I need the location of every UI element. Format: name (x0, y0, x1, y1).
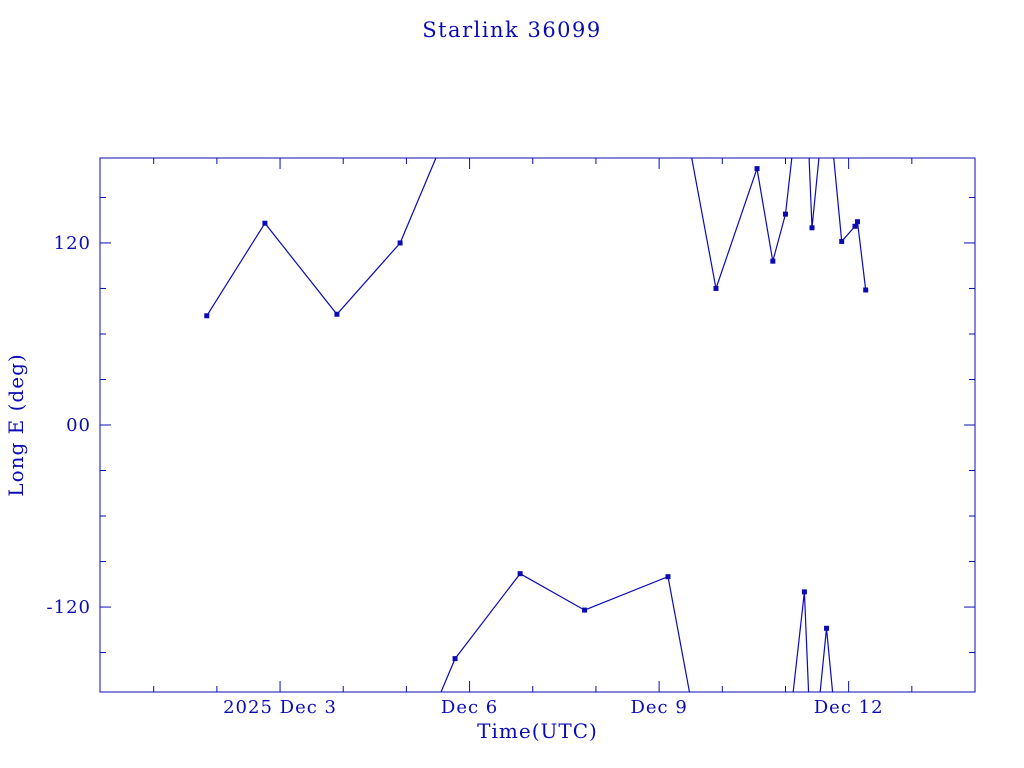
x-tick-label: Dec 6 (441, 697, 498, 718)
data-point-marker (801, 589, 807, 595)
data-point-marker (665, 574, 671, 580)
data-point-marker (713, 285, 719, 291)
data-series-group (204, 158, 869, 692)
y-tick-label: -120 (47, 597, 91, 618)
x-tick-label: 2025 Dec 3 (223, 697, 337, 718)
x-axis-label: Time(UTC) (477, 719, 598, 743)
data-point-marker (262, 220, 268, 226)
data-point-marker (854, 219, 860, 225)
data-point-marker (824, 625, 830, 631)
data-series-line (206, 158, 437, 317)
data-point-marker (334, 311, 340, 317)
data-point-marker (204, 313, 210, 319)
data-point-marker (517, 571, 523, 577)
data-point-marker (863, 287, 869, 293)
data-point-marker (397, 240, 403, 246)
data-point-marker (452, 656, 458, 662)
data-point-marker (809, 225, 815, 231)
data-series-line (792, 591, 834, 692)
data-point-marker (754, 166, 760, 172)
data-point-marker (770, 258, 776, 264)
data-point-marker (782, 211, 788, 217)
y-tick-label: 120 (54, 233, 91, 254)
chart-title: Starlink 36099 (422, 18, 602, 42)
x-tick-label: Dec 9 (630, 697, 687, 718)
data-point-marker (852, 223, 858, 229)
plot-frame (99, 157, 976, 693)
y-tick-label: 00 (66, 415, 91, 436)
data-point-marker (582, 607, 588, 613)
data-point-marker (839, 238, 845, 244)
data-series-line (440, 572, 691, 692)
data-series-line (691, 158, 867, 291)
x-tick-label: Dec 12 (814, 697, 884, 718)
